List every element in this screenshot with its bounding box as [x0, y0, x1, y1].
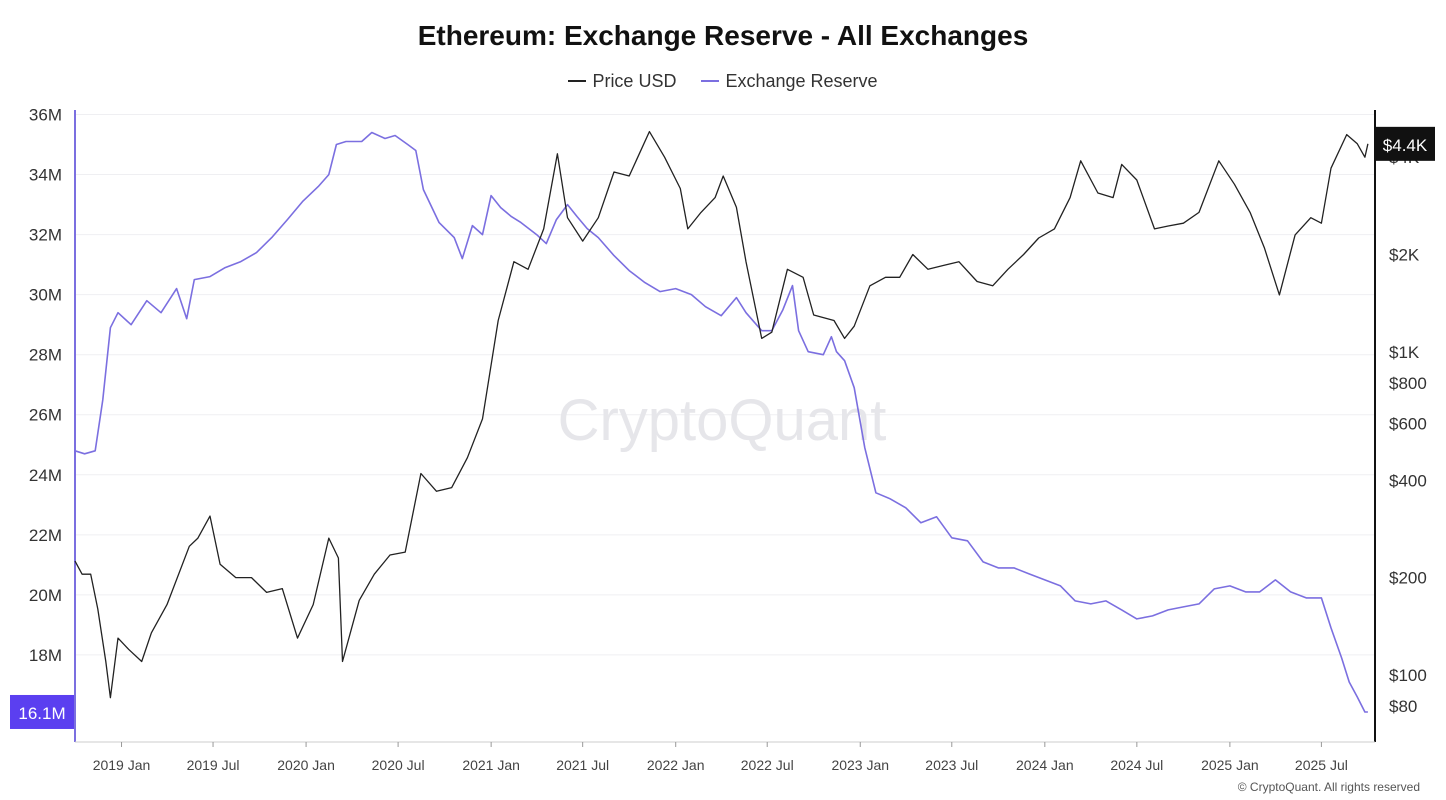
x-tick-label: 2019 Jul: [187, 757, 240, 773]
left-tick-label: 18M: [29, 646, 62, 665]
right-tick-label: $600: [1389, 414, 1427, 433]
legend-label-price: Price USD: [592, 70, 677, 91]
series-line-price-usd: [74, 130, 1369, 699]
right-tick-label: $200: [1389, 569, 1427, 588]
left-tick-label: 20M: [29, 586, 62, 605]
right-tick-label: $1K: [1389, 343, 1420, 362]
watermark: CryptoQuant: [558, 388, 887, 453]
left-current-badge-label: 16.1M: [18, 704, 65, 723]
left-axis-ticks: 36M 34M 32M 30M 28M 26M 24M 22M 20M 18M: [29, 106, 62, 665]
right-current-badge-label: $4.4K: [1383, 136, 1428, 155]
x-tick-label: 2022 Jul: [741, 757, 794, 773]
x-tick-label: 2022 Jan: [647, 757, 705, 773]
legend-label-reserve: Exchange Reserve: [725, 70, 878, 91]
left-tick-label: 32M: [29, 226, 62, 245]
left-tick-label: 30M: [29, 286, 62, 305]
left-current-badge: [10, 694, 74, 729]
right-axis-ticks: $4K$2K$1K$800$600$400$200$100$80: [1389, 148, 1427, 716]
x-tick-label: 2021 Jan: [462, 757, 520, 773]
legend-swatch-reserve: [701, 80, 720, 82]
right-tick-label: $800: [1389, 374, 1427, 393]
left-tick-label: 34M: [29, 166, 62, 185]
value-badges: 16.1M $4.4K: [10, 126, 1435, 729]
left-tick-label: 24M: [29, 466, 62, 485]
legend-item-price[interactable]: Price USD: [568, 71, 676, 92]
series-layer: [74, 130, 1369, 713]
right-tick-label: $100: [1389, 666, 1427, 685]
legend-swatch-price: [568, 80, 587, 82]
right-current-badge: [1375, 126, 1435, 161]
x-axis-ticks: 2019 Jan 2019 Jul 2020 Jan 2020 Jul 2021 Jan…: [93, 742, 1348, 773]
x-tick-label: 2025 Jan: [1201, 757, 1259, 773]
gridlines: [75, 114, 1375, 656]
x-tick-label: 2024 Jul: [1110, 757, 1163, 773]
left-tick-label: 28M: [29, 346, 62, 365]
x-tick-label: 2019 Jan: [93, 757, 151, 773]
legend-item-reserve[interactable]: Exchange Reserve: [701, 70, 878, 92]
x-tick-label: 2025 Jul: [1295, 757, 1348, 773]
x-tick-label: 2021 Jul: [556, 757, 609, 773]
axes: [74, 110, 1376, 743]
right-tick-label: $80: [1389, 697, 1417, 716]
chart-title: Ethereum: Exchange Reserve - All Exchang…: [417, 20, 1029, 51]
x-tick-label: 2024 Jan: [1016, 757, 1074, 773]
right-tick-label: $2K: [1389, 245, 1420, 264]
x-tick-label: 2023 Jul: [925, 757, 978, 773]
x-tick-label: 2020 Jul: [372, 757, 425, 773]
left-tick-label: 26M: [29, 406, 62, 425]
copyright-notice: © CryptoQuant. All rights reserved: [1237, 780, 1420, 794]
right-tick-label: $400: [1389, 471, 1427, 490]
x-tick-label: 2023 Jan: [831, 757, 889, 773]
left-tick-label: 36M: [29, 106, 62, 125]
left-tick-label: 22M: [29, 526, 62, 545]
series-line-exchange-reserve: [74, 131, 1368, 713]
chart-legend: Price USD Exchange Reserve: [0, 66, 1446, 92]
x-tick-label: 2020 Jan: [277, 757, 335, 773]
